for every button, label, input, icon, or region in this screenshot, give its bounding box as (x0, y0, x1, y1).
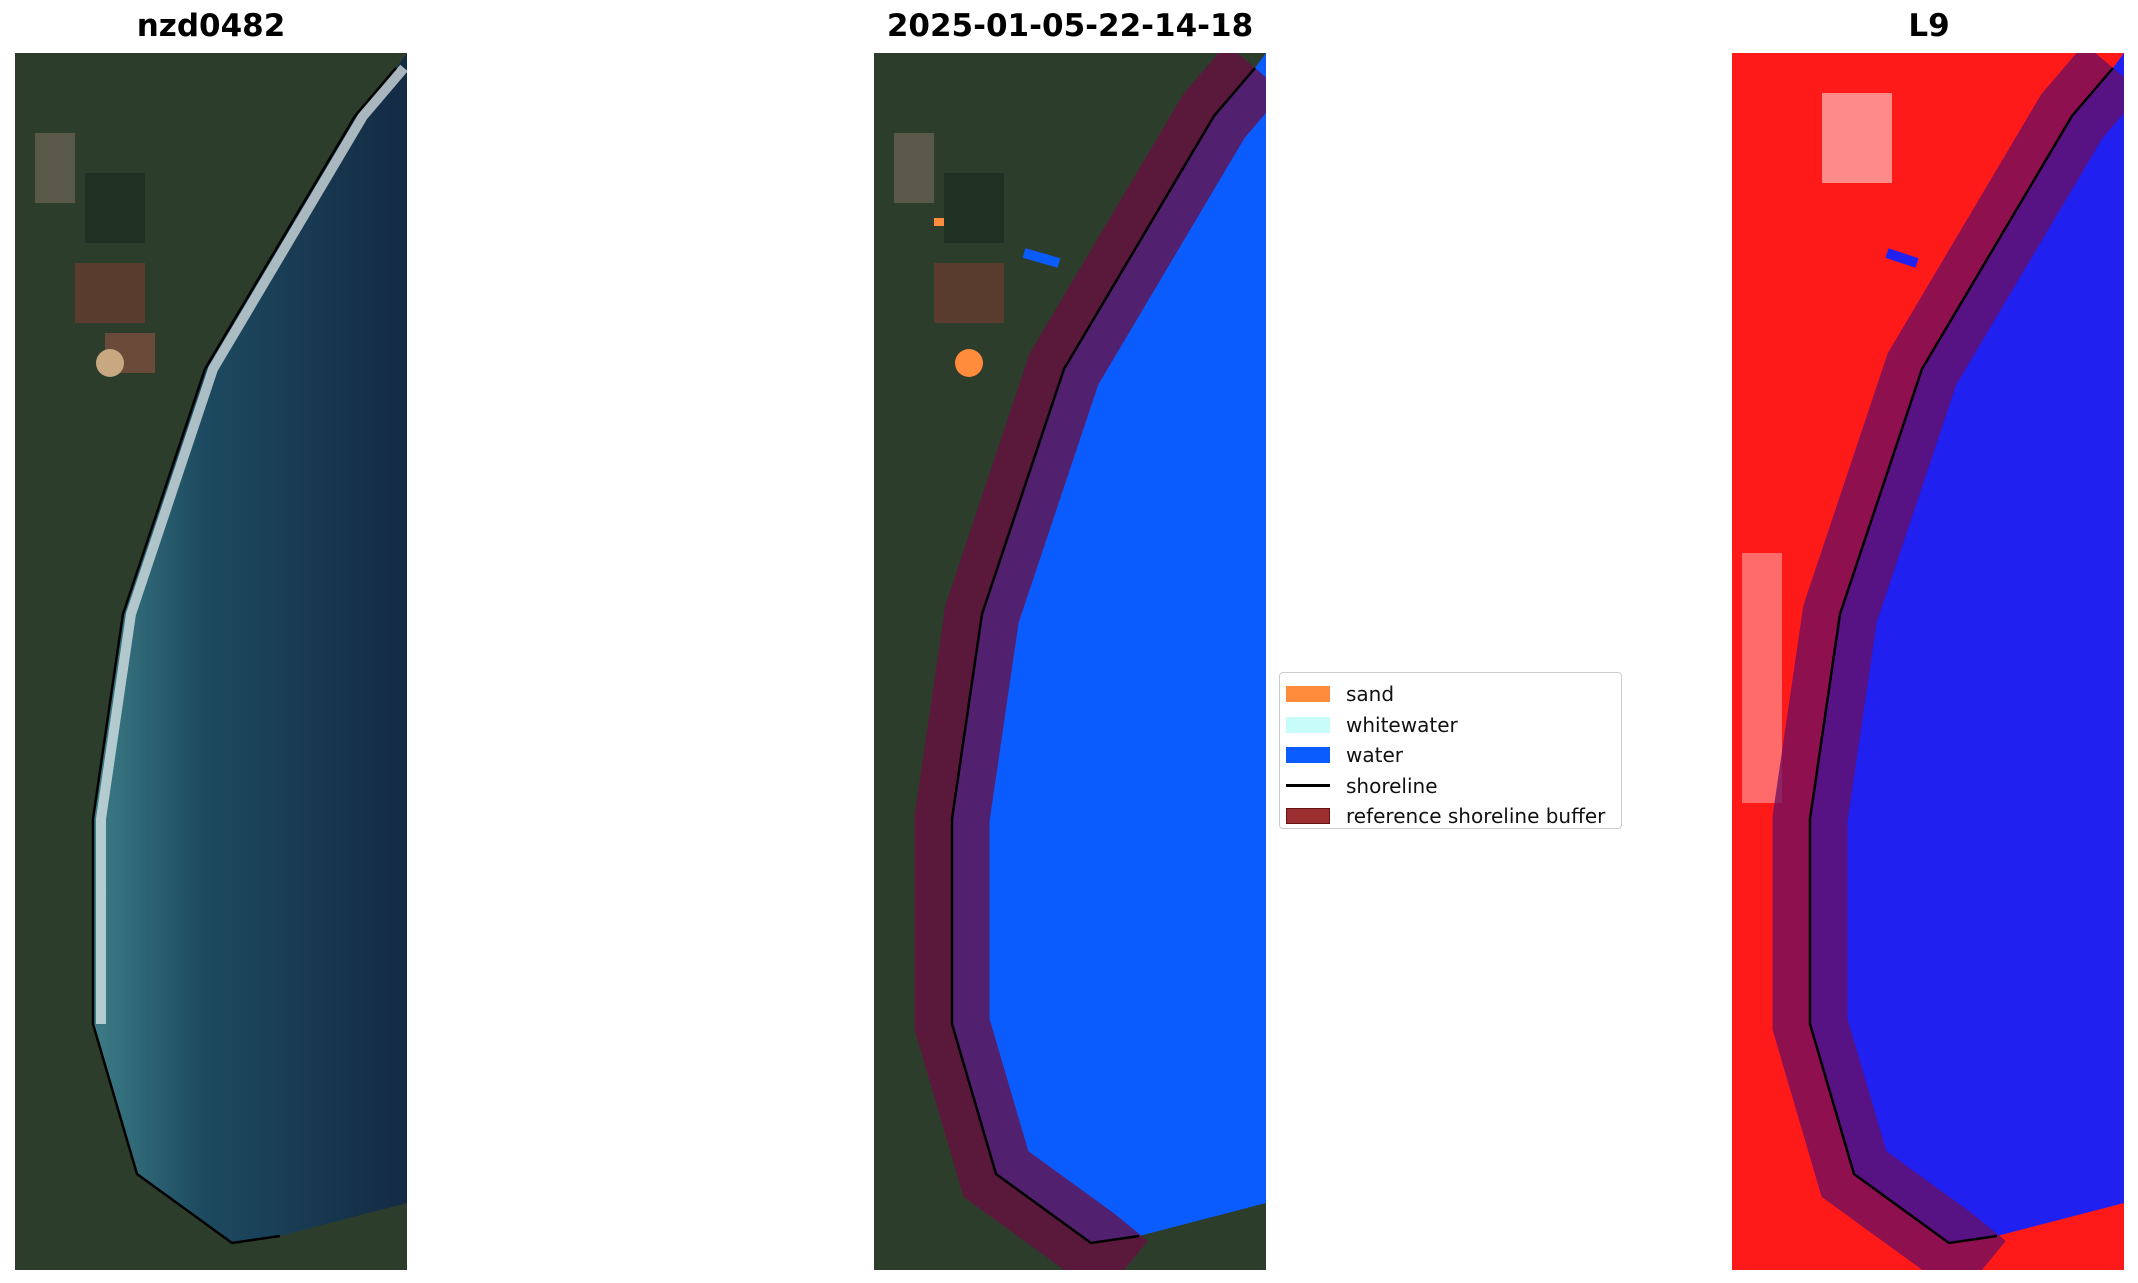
whitewater-swatch (1286, 716, 1330, 733)
water-area (1810, 53, 2124, 1243)
buffer-swatch (1286, 808, 1330, 825)
panel-title-satellite: L9 (1908, 8, 1950, 44)
shoreline (91, 67, 397, 1245)
legend: sand whitewater water shoreline referenc… (1279, 672, 1622, 829)
rgb-image-panel (15, 53, 407, 1270)
legend-label: reference shoreline buffer (1346, 804, 1606, 829)
sand-patch (955, 349, 983, 377)
legend-item-water: water (1286, 740, 1621, 771)
legend-label: shoreline (1346, 773, 1438, 798)
classified-image-panel (874, 53, 1266, 1270)
legend-label: sand (1346, 682, 1395, 707)
legend-label: whitewater (1346, 712, 1458, 737)
shoreline-swatch (1286, 784, 1330, 788)
legend-item-buffer: reference shoreline buffer (1286, 801, 1621, 832)
legend-item-whitewater: whitewater (1286, 710, 1621, 741)
panel-title-date: 2025-01-05-22-14-18 (886, 8, 1254, 44)
shoreline (1808, 67, 2114, 1245)
legend-label: water (1346, 743, 1403, 768)
shoreline (950, 67, 1256, 1245)
water-area (952, 53, 1266, 1243)
panel-title-rgb: nzd0482 (136, 8, 286, 44)
water-swatch (1286, 747, 1330, 764)
sea-area (93, 53, 407, 1243)
sand-swatch (1286, 686, 1330, 703)
legend-item-shoreline: shoreline (1286, 771, 1621, 802)
legend-item-sand: sand (1286, 679, 1621, 710)
index-image-panel (1732, 53, 2124, 1270)
